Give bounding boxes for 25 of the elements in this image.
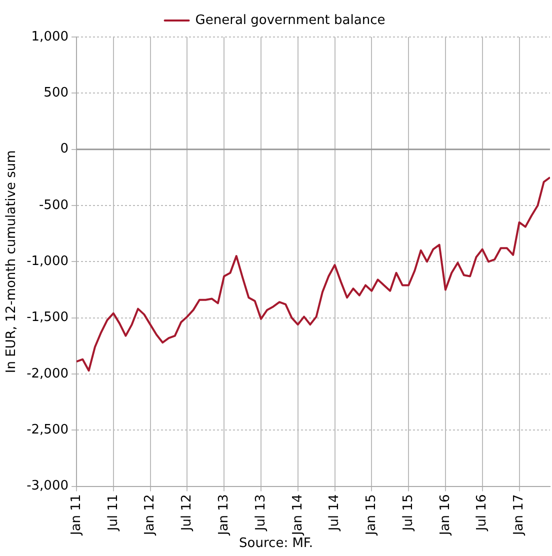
x-tick-label: Jul 14 [327, 494, 342, 532]
x-tick-label: Jan 17 [512, 494, 527, 536]
x-tick-label: Jul 11 [106, 494, 121, 532]
y-tick-label: -1,500 [26, 310, 69, 326]
y-tick-label: -2,000 [26, 366, 69, 382]
y-tick-label: -3,000 [26, 478, 69, 494]
x-tick-label: Jul 13 [253, 494, 268, 532]
y-tick-label: -500 [38, 198, 69, 213]
x-tick-label: Jul 12 [180, 494, 195, 532]
y-tick-label: 500 [44, 86, 69, 101]
x-tick-label: Jul 16 [474, 494, 490, 532]
y-tick-label: 1,000 [31, 29, 69, 44]
y-tick-label: 0 [60, 142, 69, 157]
source-note: Source: MF. [238, 536, 314, 551]
x-tick-label: Jan 11 [68, 494, 84, 536]
x-tick-label: Jan 16 [438, 494, 453, 536]
legend-label: General government balance [195, 12, 386, 28]
y-tick-label: -1,000 [26, 254, 69, 270]
y-tick-label: -2,500 [26, 422, 69, 438]
x-tick-label: Jan 15 [364, 494, 380, 536]
x-tick-label: Jul 15 [400, 494, 416, 532]
x-tick-label: Jan 12 [142, 494, 158, 536]
y-axis-title: In EUR, 12-month cumulative sum [4, 150, 20, 374]
x-tick-label: Jan 13 [216, 494, 232, 536]
x-tick-label: Jan 14 [290, 494, 306, 536]
